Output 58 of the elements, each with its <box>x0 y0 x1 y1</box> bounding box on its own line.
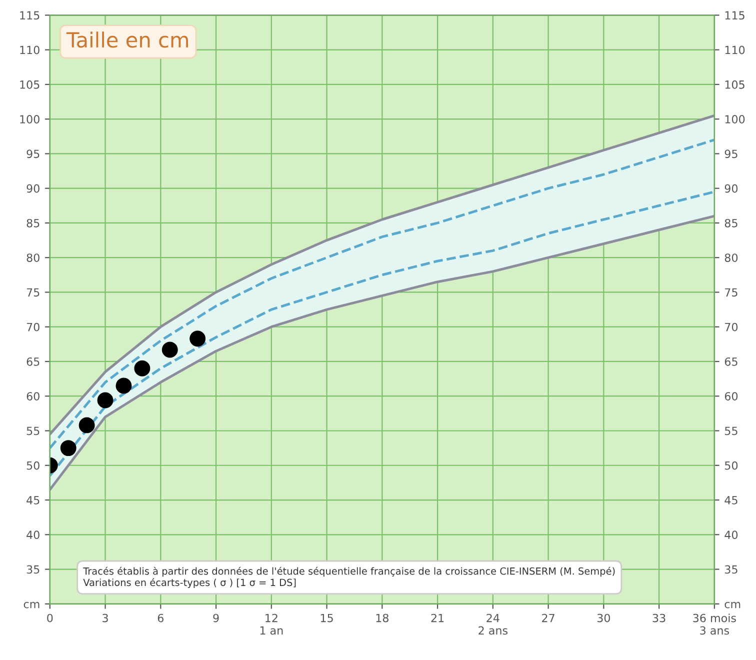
x-tick-label: 36 mois 3 ans <box>693 614 736 635</box>
y2-tick-label: 105 <box>725 80 744 89</box>
x-tick-label: 21 <box>431 614 444 622</box>
x-tick-label: 27 <box>542 614 554 622</box>
y2-tick-label: 80 <box>724 254 738 262</box>
y2-tick-label: 100 <box>725 115 745 124</box>
y2-tick-label: 115 <box>725 11 744 20</box>
y2-tick-label: 95 <box>724 150 738 158</box>
x-tick-label: 12 1 an <box>260 614 283 635</box>
y2-tick-label: 85 <box>724 218 738 228</box>
text: Taille en cm <box>66 32 188 48</box>
y2-tick-label: 35 <box>724 565 738 574</box>
y-tick-label: 70 <box>26 322 40 332</box>
y2-tick-label: 75 <box>725 288 738 297</box>
y-tick-label: 90 <box>26 184 40 193</box>
y-tick-label: 100 <box>20 115 40 124</box>
x-tick-label: 15 <box>320 614 333 622</box>
y2-tick-label: 60 <box>724 392 738 400</box>
x-tick-label: 6 <box>158 614 164 622</box>
y-tick-label: 35 <box>26 565 40 574</box>
point <box>97 392 114 408</box>
y2-tick-label: 90 <box>724 184 738 193</box>
y-tick-label: 85 <box>26 218 40 228</box>
y-tick-label: 80 <box>26 254 40 262</box>
x-tick-label: 9 <box>213 614 219 622</box>
x-tick-label: 33 <box>652 614 666 622</box>
y-tick-label: 95 <box>26 150 40 158</box>
y-tick-label: 40 <box>26 530 40 540</box>
x-tick-label: 30 <box>597 614 610 622</box>
y-tick-label: 110 <box>20 46 40 54</box>
y-tick-label: 55 <box>26 426 40 436</box>
y-tick-label: 45 <box>26 496 40 504</box>
point <box>162 342 178 358</box>
y2-tick-label: 55 <box>725 426 738 436</box>
y2-tick-label: 70 <box>725 322 738 332</box>
y2-tick-label: 40 <box>724 530 738 540</box>
y2-tick-label: 50 <box>725 461 738 470</box>
y-tick-label: 115 <box>20 11 40 20</box>
x-tick-label: 3 <box>102 614 108 622</box>
y2-tick-label: 45 <box>724 496 738 504</box>
point <box>134 360 150 376</box>
point <box>116 378 132 394</box>
x-tick-label: 0 <box>47 614 53 622</box>
y-tick-label: 50 <box>26 461 40 470</box>
y-tick-label: cm <box>24 602 40 608</box>
y-tick-label: 75 <box>26 288 40 297</box>
y-tick-label: 60 <box>26 392 40 400</box>
point <box>60 440 76 456</box>
y2-tick-label: cm <box>724 602 740 608</box>
x-tick-label: 24 2 ans <box>478 614 508 635</box>
annotation: Tracés établis à partir des données de l'étude séquentielle française de la croissance CIE-INSERM (M. Sempé) Variations en écarts-types ( σ ) [1 σ = 1 DS] <box>83 566 615 588</box>
y-tick-label: 105 <box>20 80 40 89</box>
point <box>78 417 95 434</box>
point <box>190 330 206 347</box>
x-tick-label: 18 <box>376 614 388 622</box>
y-tick-label: 65 <box>26 357 40 366</box>
y2-tick-label: 110 <box>725 46 745 54</box>
y2-tick-label: 65 <box>724 357 738 366</box>
